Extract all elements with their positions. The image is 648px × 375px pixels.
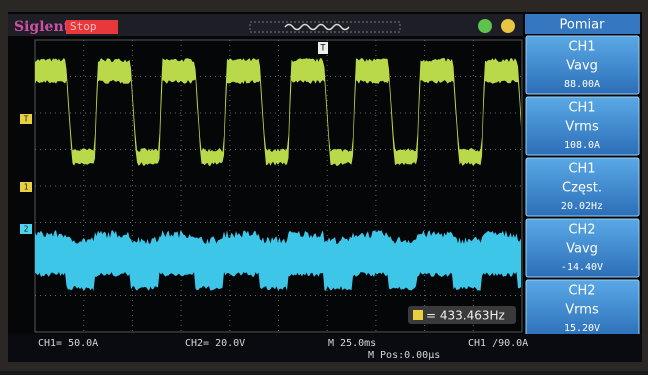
- trigger-level: CH1 /90.0A: [468, 338, 528, 349]
- measure-value: -14.40V: [561, 262, 603, 273]
- footer: [8, 334, 642, 362]
- position: M Pos:0.00μs: [368, 350, 440, 361]
- measure-channel: CH1: [568, 40, 595, 55]
- status: Stop: [70, 20, 97, 33]
- measure-name: Vrms: [565, 120, 599, 135]
- channel-marker: 1: [24, 183, 29, 192]
- measure-name: Częst.: [562, 181, 602, 196]
- counter-icon: [413, 310, 423, 320]
- measure-channel: CH2: [568, 284, 595, 299]
- measure-name: Vrms: [565, 303, 599, 318]
- counter-value: = 433.463Hz: [426, 309, 505, 323]
- measure-channel: CH1: [568, 101, 595, 116]
- measure-panel: CH1 Vavg 88.00A CH1 Vrms 108.0A CH1 Częst. 20.02…: [526, 36, 639, 338]
- channel-marker: T: [24, 115, 29, 124]
- measure-value: 20.02Hz: [561, 201, 603, 212]
- panel-title: Pomiar: [560, 18, 606, 33]
- oscilloscope: Siglent Stop T T 1 2 = 433.463Hz Pomiar …: [0, 0, 648, 371]
- measure-value: 108.0A: [564, 140, 600, 151]
- icon: [478, 19, 492, 33]
- trigger-marker: T: [320, 44, 326, 54]
- timebase: M 25.0ms: [328, 338, 376, 349]
- measure-name: Vavg: [566, 242, 598, 257]
- measure-value: 15.20V: [564, 323, 600, 334]
- ch2-scale: CH2= 20.0V: [185, 338, 245, 349]
- measure-channel: CH2: [568, 223, 595, 238]
- measure-name: Vavg: [566, 59, 598, 74]
- ch1-scale: CH1= 50.0A: [38, 338, 98, 349]
- brand: Siglent: [14, 19, 71, 35]
- measure-channel: CH1: [568, 162, 595, 177]
- measure-value: 88.00A: [564, 79, 600, 90]
- icon: [501, 19, 515, 33]
- channel-marker: 2: [24, 225, 29, 234]
